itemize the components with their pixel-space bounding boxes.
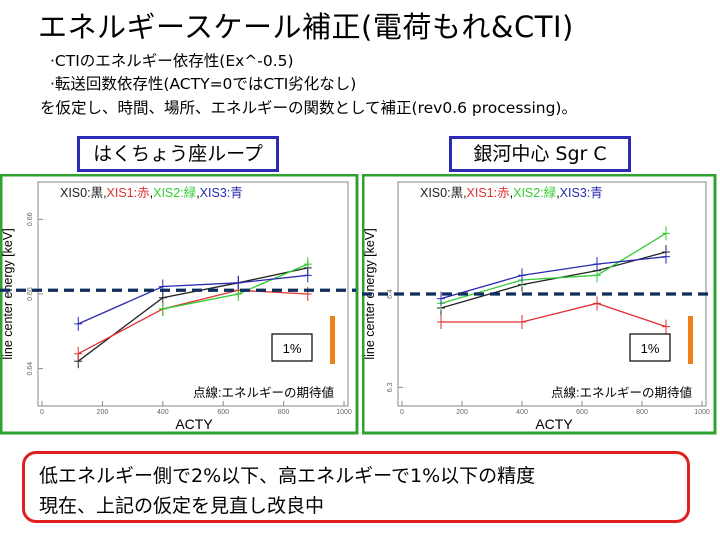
left-legend-xis3: XIS3:青 [200,186,243,200]
right-xtick-label: 0 [400,409,404,416]
right-xtick-label: 600 [576,409,588,416]
right-series-xis2 [440,232,667,304]
label-cygnus-loop: はくちょう座ループ [77,136,279,172]
right-legend-sep: , [510,186,513,200]
right-scale-bar [688,316,693,364]
right-legend: XIS0:黒,XIS1:赤,XIS2:緑,XIS3:青 [420,185,603,200]
right-legend-sep: , [556,186,559,200]
left-xlabel: ACTY [175,416,213,432]
left-expected-label: 点線:エネルギーの期待値 [193,385,334,400]
left-ytick-label: 0.64 [27,362,34,376]
right-scale-label: 1% [641,341,660,356]
left-scale-bar [330,316,335,364]
left-ytick-label: 0.66 [27,212,34,226]
left-xtick-label: 200 [97,409,109,416]
right-legend-xis0: XIS0:黒, [420,186,467,200]
left-legend-xis2: XIS2:緑 [153,185,197,200]
left-legend-xis1: XIS1:赤 [107,186,150,200]
left-scale-label: 1% [283,341,302,356]
right-ytick-label: 6.4 [387,289,394,299]
note-line-improvement: 現在、上記の仮定を見直し改良中 [39,495,325,517]
right-legend-xis2: XIS2:緑 [513,185,557,200]
right-legend-xis3: XIS3:青 [560,186,603,200]
left-ylabel: line center energy [keV] [1,228,15,359]
right-legend-xis1: XIS1:赤 [467,186,510,200]
left-ytick-label: 0.65 [27,287,34,301]
left-xtick-label: 600 [217,409,229,416]
left-xtick-label: 0 [40,409,44,416]
right-ytick-label: 6.3 [387,382,394,392]
summary-note: 低エネルギー側で2%以下、高エネルギーで1%以下の精度 現在、上記の仮定を見直し… [22,451,690,523]
right-xtick-label: 200 [456,409,468,416]
right-xlabel: ACTY [535,416,573,432]
left-series-xis1 [77,289,308,355]
chart-left: 0 200 400 600 800 1000 0.64 0.65 0.66 line center… [0,174,359,435]
right-xtick-label: 800 [636,409,648,416]
right-scale-label-box [629,333,671,362]
left-xtick-label: 800 [278,409,290,416]
left-xtick-label: 400 [157,409,169,416]
right-series-xis1 [441,302,667,328]
slide-title: エネルギースケール補正(電荷もれ&CTI) [38,10,574,44]
right-xtick-label: 400 [516,409,528,416]
right-expected-label: 点線:エネルギーの期待値 [551,385,692,400]
left-legend: XIS0:黒,XIS1:赤,XIS2:緑,XIS3:青 [60,185,243,200]
left-scale-label-box [271,333,313,362]
bullet-assumption: を仮定し、時間、場所、エネルギーの関数として補正(rev0.6 processi… [40,99,577,117]
label-galactic-center: 銀河中心 Sgr C [449,136,631,172]
note-line-accuracy: 低エネルギー側で2%以下、高エネルギーで1%以下の精度 [39,465,536,487]
left-legend-sep: , [150,186,153,200]
bullet-cti-energy: ·CTIのエネルギー依存性(Ex^-0.5) [50,52,294,70]
right-xtick-label: 1000 [694,409,710,416]
left-series-xis3 [77,274,308,325]
right-series-xis3 [440,256,667,300]
bullet-transfer-count: ·転送回数依存性(ACTY=0ではCTI劣化なし) [50,75,357,93]
left-xtick-label: 1000 [336,409,352,416]
left-legend-xis0: XIS0:黒, [60,186,107,200]
left-legend-sep: , [196,186,199,200]
